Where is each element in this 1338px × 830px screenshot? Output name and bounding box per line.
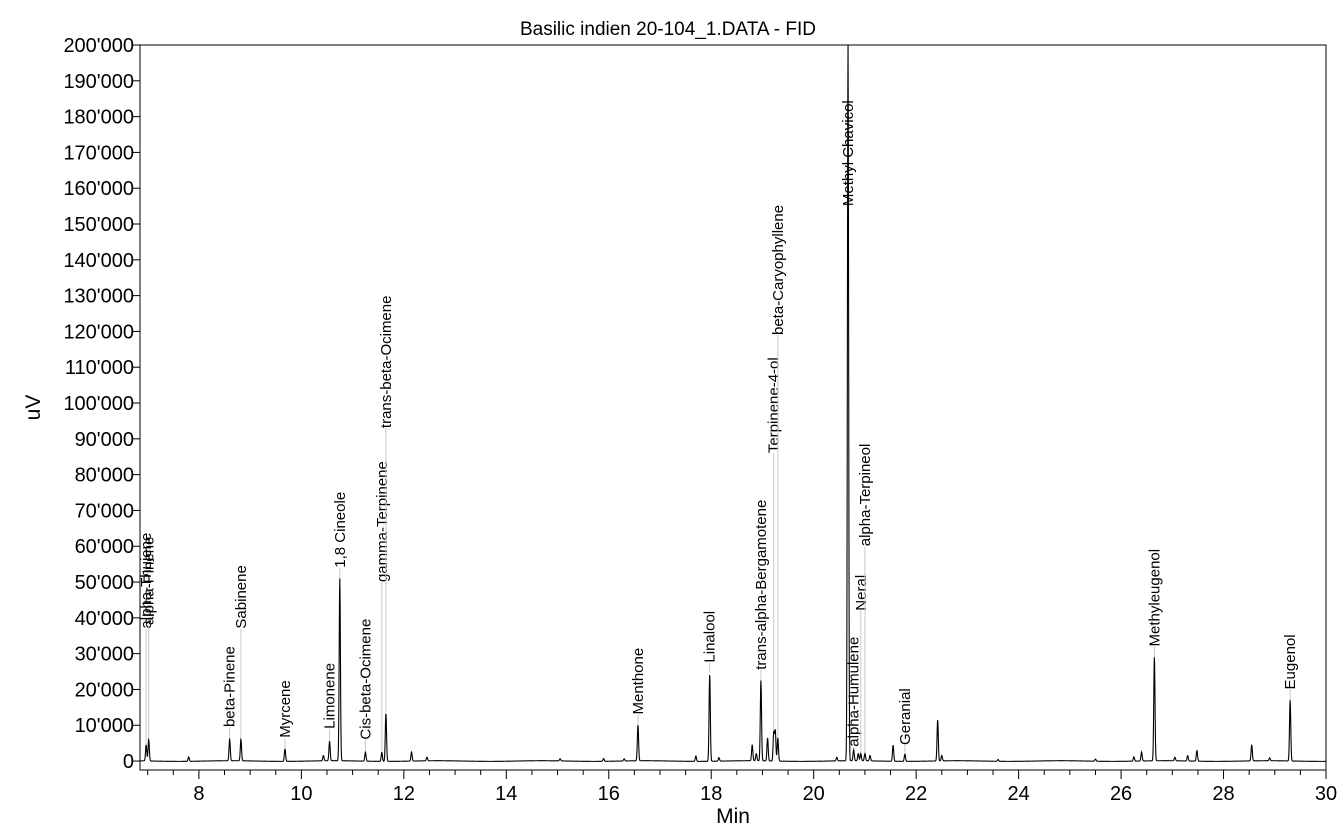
peak-label: beta-Pinene (222, 646, 239, 727)
x-axis-ticks: 8 10 12 14 16 18 20 22 24 26 28 30 (147, 770, 1337, 805)
x-tick-label: 10 (290, 783, 312, 805)
x-tick-label: 18 (700, 783, 722, 805)
y-tick-label: 70'000 (75, 500, 134, 522)
chromatogram-trace (140, 45, 1327, 762)
y-tick-label: 20'000 (75, 679, 134, 701)
peak-label: Eugenol (1282, 634, 1299, 689)
peak-label: alpha-Pinene (141, 537, 158, 625)
y-tick-label: 0 (123, 751, 134, 773)
x-axis-label: Min (716, 805, 750, 828)
x-tick-label: 28 (1212, 783, 1234, 805)
y-axis-ticks: 0 10'000 20'000 30'000 40'000 50'000 60'000 70'… (63, 35, 140, 773)
y-tick-label: 140'000 (63, 250, 134, 272)
y-tick-label: 30'000 (75, 644, 134, 666)
peak-label: beta-Caryophyllene (770, 205, 787, 335)
peak-label: Limonene (322, 663, 339, 729)
y-tick-label: 170'000 (63, 142, 134, 164)
x-tick-label: 16 (598, 783, 620, 805)
peak-label: Linalool (702, 611, 719, 663)
y-tick-label: 180'000 (63, 107, 134, 129)
peak-label: Geranial (897, 688, 914, 745)
x-tick-label: 12 (393, 783, 415, 805)
peak-label: Methyleugenol (1146, 549, 1163, 647)
x-tick-label: 20 (803, 783, 825, 805)
y-tick-label: 160'000 (63, 178, 134, 200)
y-tick-label: 40'000 (75, 608, 134, 630)
x-tick-label: 22 (905, 783, 927, 805)
y-tick-label: 190'000 (63, 71, 134, 93)
x-tick-label: 8 (193, 783, 204, 805)
y-tick-label: 10'000 (75, 715, 134, 737)
x-tick-label: 14 (495, 783, 517, 805)
peak-label: gamma-Terpinene (374, 461, 391, 582)
peak-label: alpha-Thujene (138, 533, 155, 629)
y-tick-label: 150'000 (63, 214, 134, 236)
x-tick-label: 26 (1110, 783, 1132, 805)
peak-label: Cis-beta-Ocimene (357, 619, 374, 740)
plot-frame (139, 44, 1327, 771)
y-tick-label: 90'000 (75, 429, 134, 451)
peak-label: Terpinene-4-ol (766, 357, 783, 453)
y-tick-label: 100'000 (63, 393, 134, 415)
peak-label: Sabinene (233, 565, 250, 628)
peak-label: trans-alpha-Bergamotene (753, 500, 770, 670)
y-tick-label: 120'000 (63, 321, 134, 343)
y-tick-label: 110'000 (65, 357, 134, 379)
peak-label: Myrcene (277, 680, 294, 738)
y-tick-label: 60'000 (75, 536, 134, 558)
x-tick-label: 30 (1315, 783, 1337, 805)
y-axis-label: uV (22, 395, 45, 421)
y-tick-label: 200'000 (63, 35, 134, 57)
x-tick-label: 24 (1007, 783, 1029, 805)
peak-label: alpha-Terpineol (857, 444, 874, 547)
y-tick-label: 80'000 (75, 465, 134, 487)
peak-label: Neral (853, 575, 870, 611)
peak-label: trans-beta-Ocimene (378, 296, 395, 429)
chart-title: Basilic indien 20-104_1.DATA - FID (520, 19, 816, 40)
y-tick-label: 130'000 (63, 286, 134, 308)
y-tick-label: 50'000 (75, 572, 134, 594)
peak-label: alpha-Humulene (846, 637, 863, 747)
peak-label: Menthone (630, 648, 647, 715)
peak-label: 1,8 Cineole (332, 492, 349, 568)
